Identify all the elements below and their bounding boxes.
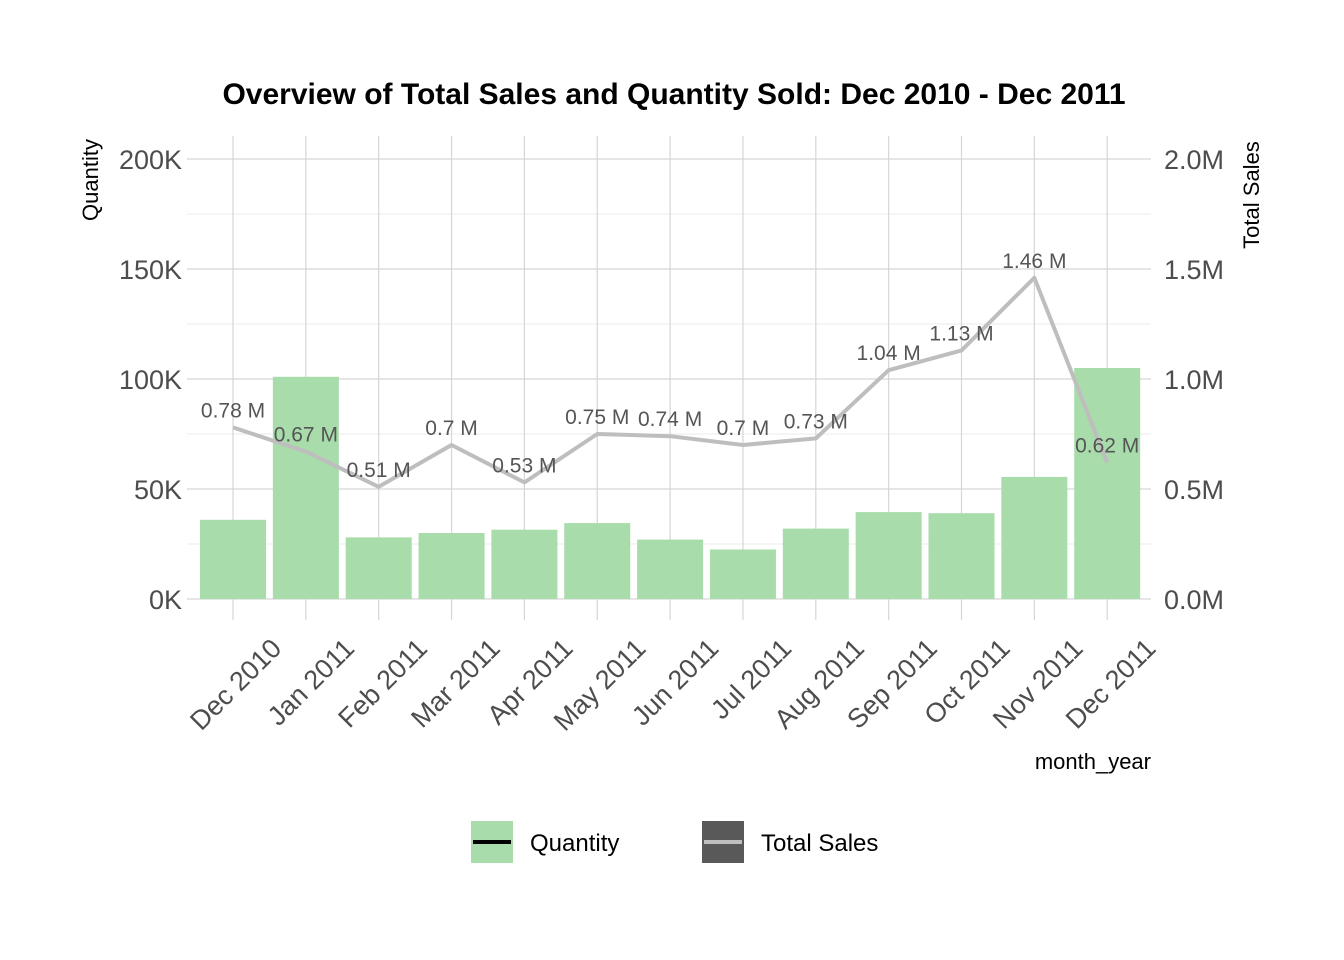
bar-quantity [418, 533, 485, 599]
data-label-total-sales: 0.74 M [638, 408, 702, 431]
y2-tick-label: 1.0M [1164, 365, 1224, 395]
y2-tick-label: 0.0M [1164, 585, 1224, 615]
data-label-total-sales: 1.13 M [929, 322, 993, 345]
data-label-total-sales: 0.67 M [274, 424, 338, 447]
data-label-total-sales: 0.51 M [347, 459, 411, 482]
chart-title: Overview of Total Sales and Quantity Sol… [222, 78, 1125, 111]
line-layer [232, 275, 1110, 489]
bar-quantity [272, 376, 339, 599]
y-tick-label: 150K [119, 255, 182, 285]
y-tick-label: 100K [119, 365, 182, 395]
y-tick-label: 50K [134, 475, 182, 505]
data-label-total-sales: 0.75 M [565, 406, 629, 429]
data-label-total-sales: 0.62 M [1075, 435, 1139, 458]
y-axis-title: Quantity [78, 139, 103, 221]
left-axis-ticks: 0K 50K 100K 150K 200K [119, 145, 182, 615]
data-label-total-sales: 0.73 M [784, 410, 848, 433]
line-total-sales [232, 275, 1110, 489]
data-label-total-sales: 0.53 M [492, 454, 556, 477]
bar-quantity [345, 537, 412, 599]
bar-quantity [1001, 476, 1068, 599]
bar-quantity [200, 519, 266, 599]
bar-quantity [564, 523, 631, 599]
x-axis-title: month_year [1035, 749, 1151, 774]
bar-quantity [855, 512, 922, 599]
data-label-total-sales: 1.04 M [857, 342, 921, 365]
data-label-total-sales: 0.78 M [201, 399, 265, 422]
y2-tick-label: 2.0M [1164, 145, 1224, 175]
right-axis-ticks: 0.0M 0.5M 1.0M 1.5M 2.0M [1164, 145, 1224, 615]
data-label-total-sales: 1.46 M [1002, 250, 1066, 273]
bar-quantity [491, 529, 558, 599]
y-tick-label: 0K [149, 585, 182, 615]
bar-quantity [709, 549, 776, 599]
bars-layer [200, 368, 1141, 599]
bar-quantity [637, 539, 704, 599]
bar-quantity [928, 513, 995, 599]
y2-tick-label: 1.5M [1164, 255, 1224, 285]
y-tick-label: 200K [119, 145, 182, 175]
legend-label: Total Sales [761, 830, 878, 857]
bar-quantity [782, 528, 849, 599]
y2-axis-title: Total Sales [1239, 141, 1264, 249]
data-labels-layer: 0.78 M 0.67 M 0.51 M 0.7 M 0.53 M 0.75 M 0.74 … [201, 250, 1139, 482]
data-label-total-sales: 0.7 M [425, 417, 478, 440]
data-label-total-sales: 0.7 M [717, 417, 770, 440]
y2-tick-label: 0.5M [1164, 475, 1224, 505]
legend: Quantity Total Sales [471, 821, 878, 863]
legend-label: Quantity [530, 830, 619, 857]
